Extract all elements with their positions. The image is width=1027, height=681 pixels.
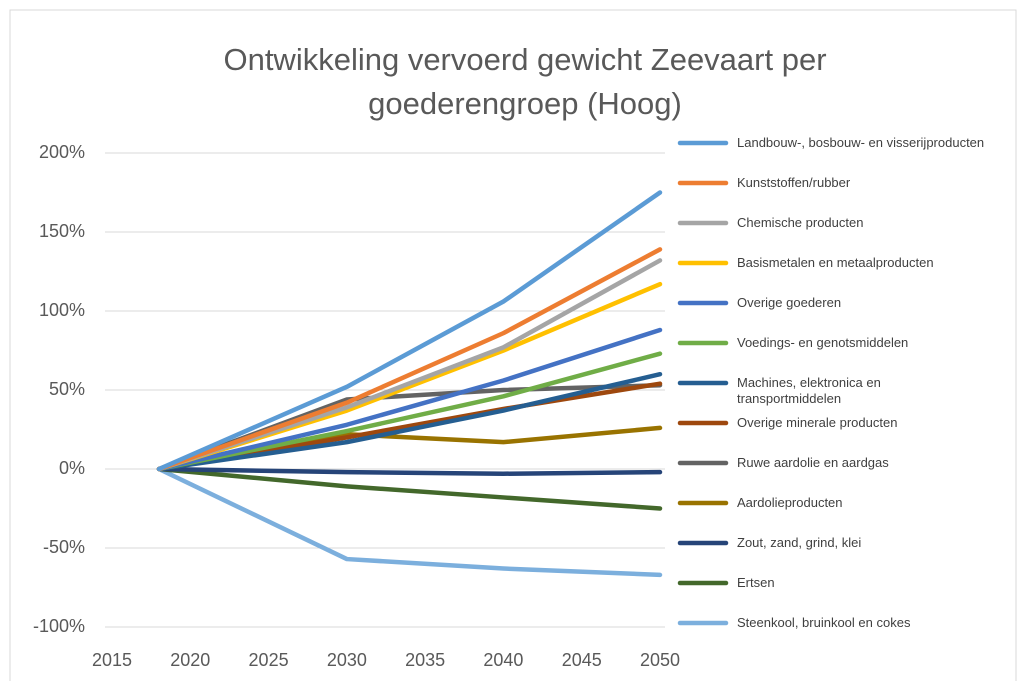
y-tick-label: 0% (59, 458, 85, 478)
x-tick-label: 2030 (327, 650, 367, 670)
series-line (156, 381, 663, 472)
y-tick-label: 50% (49, 379, 85, 399)
legend-label: Steenkool, bruinkool en cokes (737, 615, 911, 630)
x-tick-label: 2025 (249, 650, 289, 670)
legend-label: Landbouw-, bosbouw- en visserijproducten (737, 135, 985, 150)
legend-label: Ruwe aardolie en aardgas (737, 455, 889, 470)
x-tick-label: 2020 (170, 650, 210, 670)
series-line (156, 466, 663, 578)
x-tick-label: 2015 (92, 650, 132, 670)
legend-label: Aardolieproducten (737, 495, 843, 510)
legend-label: Overige goederen (737, 295, 842, 310)
legend-label: Ertsen (737, 575, 775, 590)
series-line (156, 247, 663, 472)
chart-border (9, 9, 1017, 681)
y-tick-label: 150% (39, 221, 85, 241)
legend-label: Kunststoffen/rubber (737, 175, 851, 190)
x-tick-label: 2045 (562, 650, 602, 670)
series-line (156, 327, 663, 472)
legend-label: Zout, zand, grind, klei (737, 535, 862, 550)
y-tick-label: 200% (39, 142, 85, 162)
series-line (156, 466, 663, 476)
x-tick-label: 2050 (640, 650, 680, 670)
series-line (156, 371, 663, 472)
legend-label: Basismetalen en metaalproducten (737, 255, 934, 270)
legend-label: Overige minerale producten (737, 415, 898, 430)
y-tick-label: 100% (39, 300, 85, 320)
chart-title: Ontwikkeling vervoerd gewicht Zeevaart p… (223, 42, 827, 121)
x-tick-label: 2035 (405, 650, 445, 670)
legend-label: Voedings- en genotsmiddelen (737, 335, 909, 350)
series-line (156, 190, 663, 472)
legend-label: Chemische producten (737, 215, 864, 230)
y-tick-label: -100% (33, 616, 85, 636)
series-line (156, 351, 663, 472)
legend-label: Machines, elektronica en transportmiddel… (737, 375, 881, 406)
y-tick-label: -50% (43, 537, 85, 557)
x-tick-label: 2040 (483, 650, 523, 670)
series-line (156, 466, 663, 511)
